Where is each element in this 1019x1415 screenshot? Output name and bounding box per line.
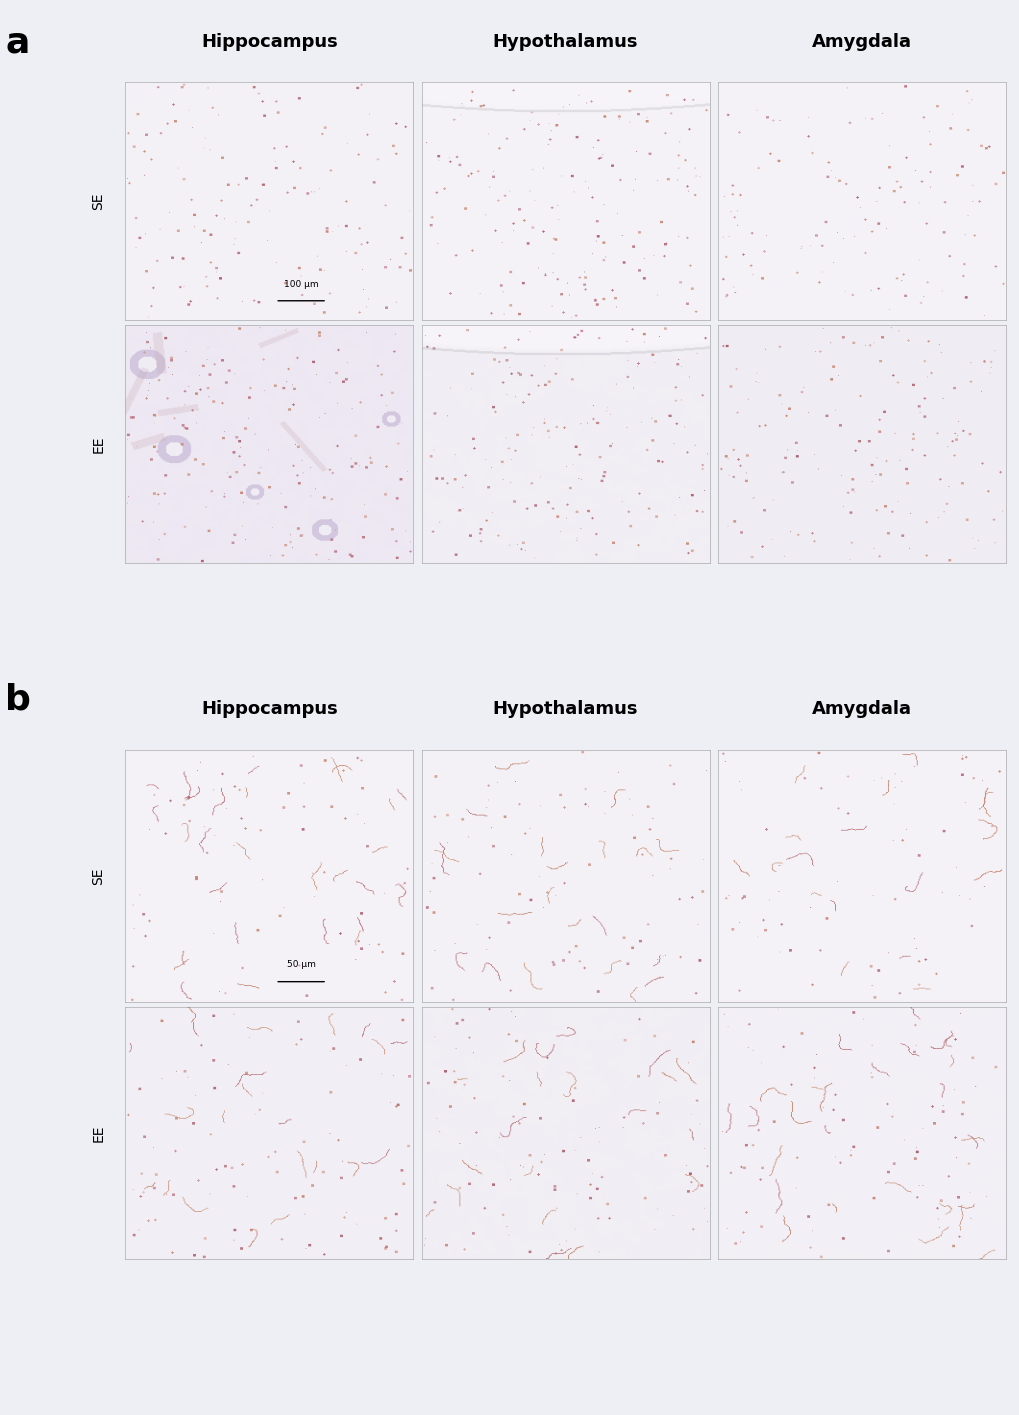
Text: b: b: [5, 682, 31, 716]
Text: SE: SE: [92, 192, 105, 209]
Text: Hippocampus: Hippocampus: [201, 33, 337, 51]
Text: Amygdala: Amygdala: [811, 33, 911, 51]
Text: Hippocampus: Hippocampus: [201, 700, 337, 719]
Text: 100 µm: 100 µm: [283, 280, 318, 289]
Text: Hypothalamus: Hypothalamus: [492, 33, 638, 51]
Text: SE: SE: [92, 867, 105, 884]
Text: Amygdala: Amygdala: [811, 700, 911, 719]
Text: Hypothalamus: Hypothalamus: [492, 700, 638, 719]
Text: EE: EE: [92, 1125, 105, 1142]
Text: EE: EE: [92, 436, 105, 453]
Text: 50 µm: 50 µm: [286, 959, 315, 969]
Text: a: a: [5, 25, 30, 59]
